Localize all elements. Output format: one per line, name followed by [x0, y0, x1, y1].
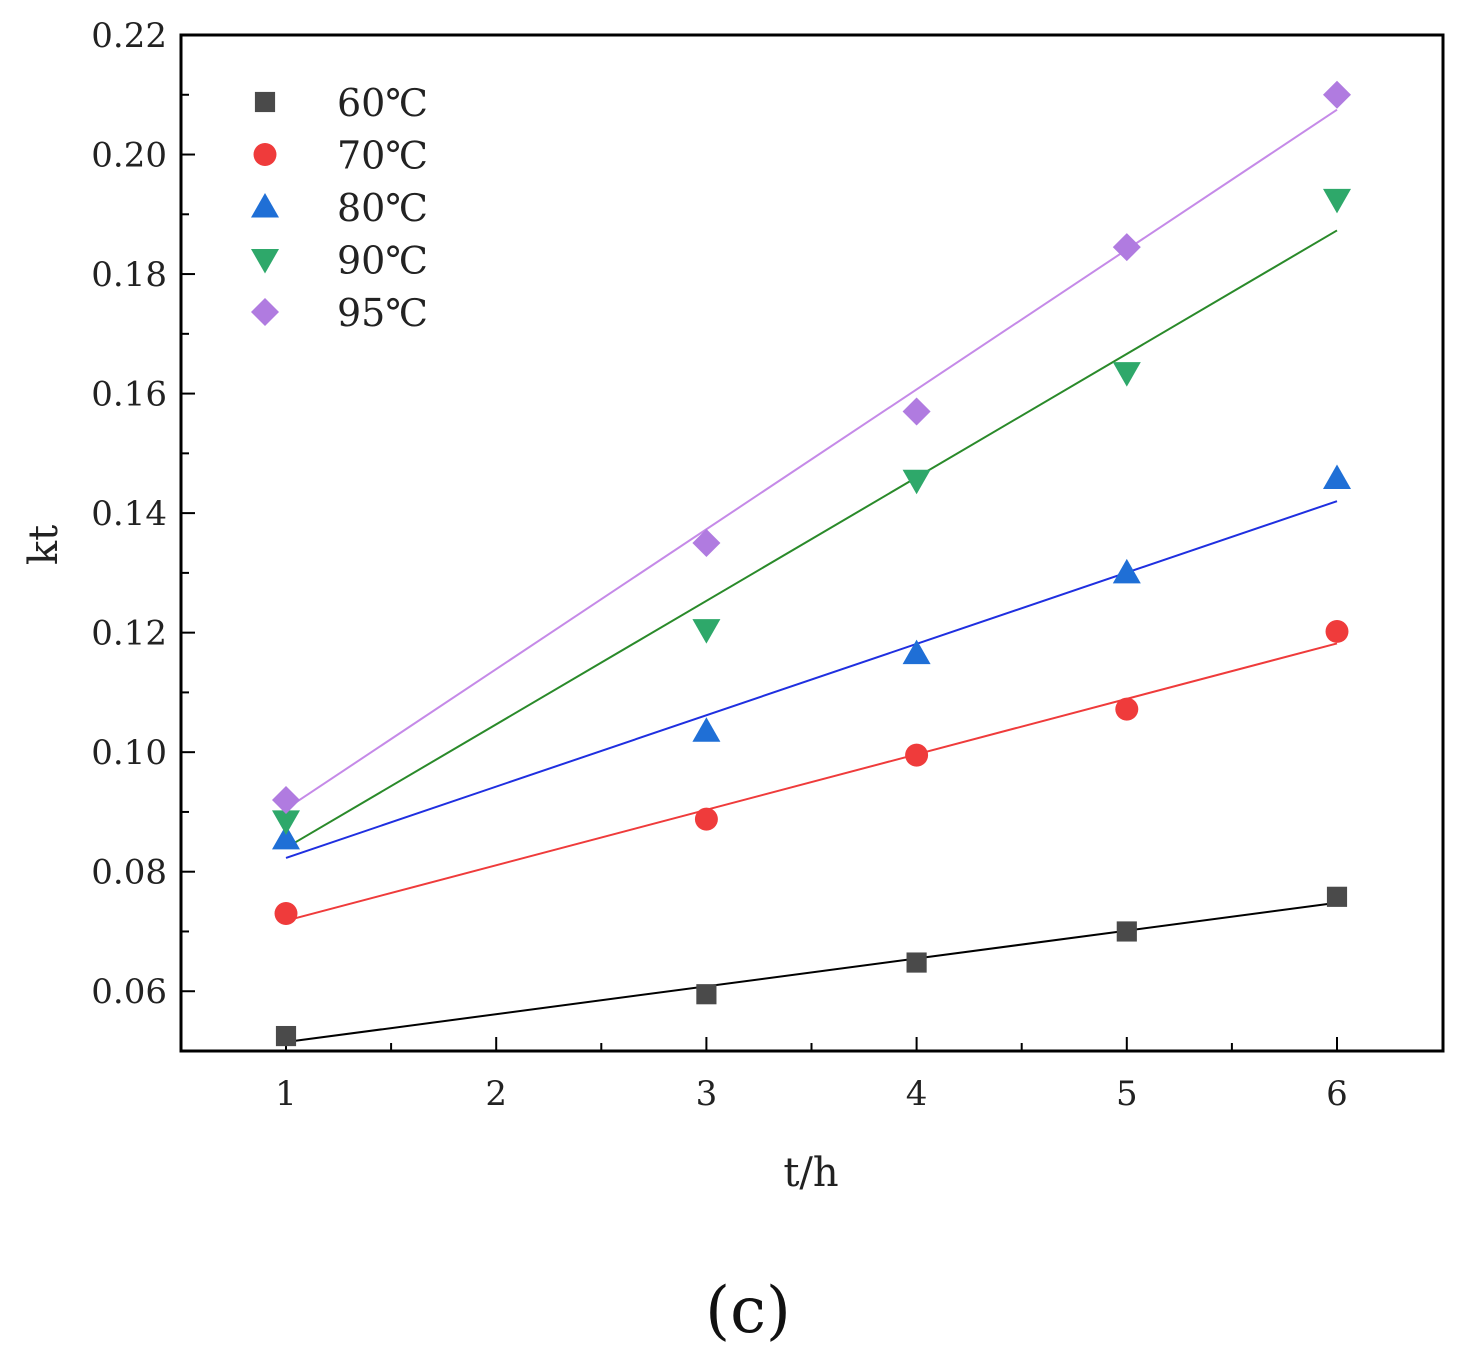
- data-point-series-0: [906, 952, 927, 973]
- legend-label: 60℃: [337, 81, 428, 125]
- y-axis-title: kt: [21, 525, 67, 565]
- legend-label: 80℃: [337, 186, 428, 230]
- data-point-series-3: [692, 619, 721, 644]
- data-point-series-2: [692, 717, 721, 742]
- data-point-series-1: [905, 743, 929, 767]
- y-tick-label: 0.06: [91, 972, 167, 1012]
- y-tick-label: 0.12: [91, 614, 167, 654]
- legend: 60℃ 70℃ 80℃ 90℃ 95℃: [251, 81, 428, 335]
- y-axis: 0.06 0.08 0.10 0.12 0.14 0.16 0.18 0.20 0.22: [91, 16, 195, 1012]
- data-point-series-3: [1323, 188, 1351, 214]
- y-tick-label: 0.08: [91, 853, 167, 893]
- x-tick-label: 2: [485, 1074, 507, 1114]
- legend-label: 90℃: [337, 239, 428, 283]
- legend-marker: [254, 91, 276, 113]
- data-point-series-4: [1112, 233, 1141, 262]
- x-axis-title: t/h: [783, 1150, 838, 1196]
- fit-lines: [285, 108, 1338, 1044]
- data-point-series-0: [1116, 921, 1137, 942]
- data-point-series-0: [1326, 886, 1348, 907]
- data-point-series-3: [1112, 362, 1141, 387]
- data-markers: [272, 80, 1351, 1047]
- data-point-series-4: [692, 529, 721, 557]
- data-point-series-4: [1323, 80, 1351, 109]
- y-tick-label: 0.16: [91, 375, 167, 415]
- data-point-series-3: [272, 810, 300, 835]
- data-point-series-1: [1115, 697, 1139, 721]
- legend-marker: [251, 298, 279, 326]
- legend-label: 95℃: [337, 291, 428, 335]
- y-tick-label: 0.18: [91, 255, 167, 295]
- data-point-series-3: [902, 469, 931, 495]
- data-point-series-0: [275, 1025, 297, 1047]
- data-point-series-4: [902, 397, 931, 426]
- data-point-series-1: [694, 807, 718, 831]
- data-point-series-4: [272, 785, 300, 814]
- data-point-series-1: [274, 902, 298, 926]
- legend-marker: [251, 249, 279, 274]
- x-tick-label: 4: [906, 1074, 928, 1114]
- legend-marker: [253, 143, 277, 166]
- x-tick-label: 3: [696, 1074, 718, 1114]
- y-tick-label: 0.22: [91, 16, 167, 56]
- panel-label: (c): [705, 1274, 791, 1348]
- fit-line-3: [285, 229, 1338, 849]
- x-tick-label: 6: [1326, 1074, 1348, 1114]
- fit-line-4: [285, 108, 1338, 810]
- data-point-series-1: [1325, 619, 1349, 643]
- y-tick-label: 0.20: [91, 136, 167, 176]
- data-point-series-0: [696, 984, 717, 1005]
- x-tick-label: 1: [275, 1074, 297, 1114]
- y-tick-label: 0.10: [91, 733, 167, 773]
- fit-line-2: [285, 500, 1338, 859]
- data-point-series-2: [1323, 464, 1351, 489]
- fit-line-0: [285, 901, 1338, 1044]
- x-axis: 1 2 3 4 5 6: [275, 1037, 1348, 1114]
- legend-marker: [251, 193, 279, 218]
- data-point-series-2: [1112, 558, 1141, 584]
- fit-line-1: [285, 642, 1338, 922]
- data-point-series-2: [272, 824, 300, 850]
- y-tick-label: 0.14: [91, 494, 167, 534]
- legend-label: 70℃: [337, 134, 428, 178]
- data-point-series-2: [902, 639, 931, 665]
- x-tick-label: 5: [1116, 1074, 1138, 1114]
